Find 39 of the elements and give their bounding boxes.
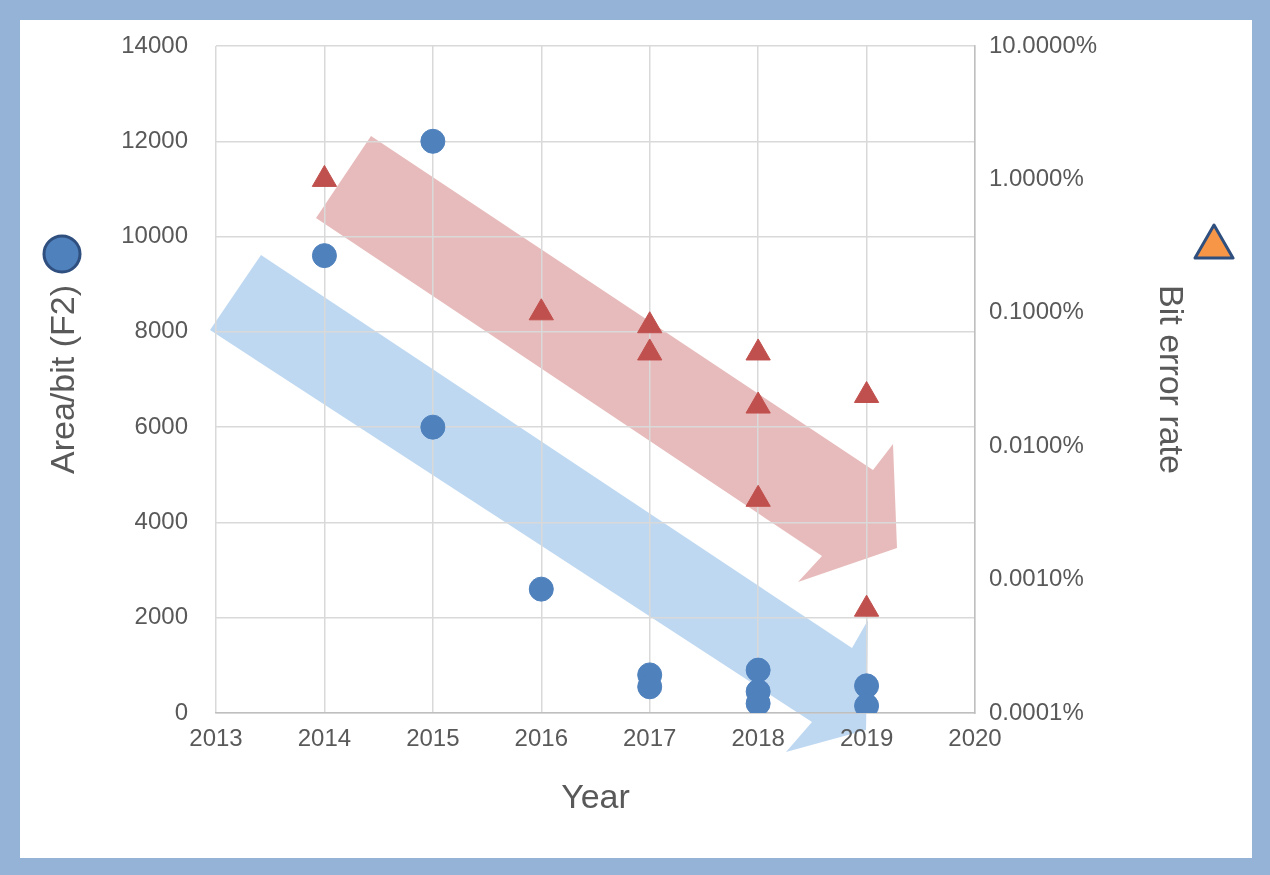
x-tick-label: 2016	[514, 724, 568, 752]
y-tick-label: 12000	[121, 125, 188, 153]
point	[420, 128, 446, 154]
y-tick-label: 2000	[134, 602, 188, 630]
y-tick-label: 0	[174, 697, 188, 725]
point	[311, 243, 337, 269]
y2-tick-label: 1.0000%	[989, 164, 1084, 192]
point	[853, 594, 880, 617]
point	[528, 576, 554, 602]
y2-tick-label: 0.1000%	[989, 297, 1084, 325]
y2-axis-title: Bit error rate	[1153, 285, 1192, 474]
x-tick-label: 2020	[948, 724, 1002, 752]
x-tick-label: 2017	[623, 724, 677, 752]
y-tick-label: 14000	[121, 30, 188, 58]
y-tick-label: 6000	[134, 411, 188, 439]
y2-tick-label: 0.0010%	[989, 564, 1084, 592]
point	[745, 338, 771, 361]
point	[745, 484, 771, 507]
point	[311, 164, 338, 187]
point	[637, 311, 663, 334]
y2-tick-label: 0.0100%	[989, 430, 1084, 458]
x-tick-label: 2018	[731, 724, 785, 752]
x-axis-title: Year	[561, 776, 630, 815]
point	[853, 380, 880, 403]
x-tick-label: 2013	[189, 724, 243, 752]
point	[528, 298, 554, 321]
y-tick-label: 4000	[134, 507, 188, 535]
point	[420, 414, 446, 440]
x-tick-label: 2019	[839, 724, 894, 752]
point	[745, 391, 771, 414]
x-tick-label: 2015	[406, 724, 460, 752]
y2-tick-label: 0.0001%	[989, 697, 1084, 725]
y2-tick-label: 10.0000%	[989, 30, 1098, 58]
point	[637, 338, 663, 361]
point	[745, 657, 771, 683]
x-tick-label: 2014	[297, 724, 352, 752]
y-tick-label: 10000	[121, 221, 188, 249]
y-axis-title: Area/bit (F2)	[42, 285, 81, 474]
y-tick-label: 8000	[134, 316, 188, 344]
